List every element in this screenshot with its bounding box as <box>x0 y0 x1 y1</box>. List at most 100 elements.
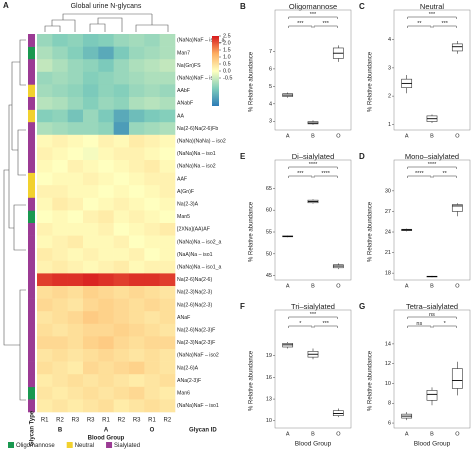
heatmap-cell <box>159 71 176 85</box>
heatmap-cell <box>144 311 160 325</box>
y-tick-label: 24 <box>385 229 391 235</box>
heatmap-cell <box>144 84 160 98</box>
heatmap-cell <box>52 122 68 136</box>
heatmap-cell <box>83 97 99 110</box>
significance-label: *** <box>322 321 329 327</box>
row-label: Na(2-3)Na(2-3) <box>177 290 212 296</box>
heatmap-cell <box>98 323 114 337</box>
box <box>451 368 463 389</box>
y-axis-label: % Relative abundance <box>368 350 374 411</box>
heatmap-cell <box>67 46 84 60</box>
row-label: Na(2-6)Na(2-3)F <box>177 327 215 333</box>
heatmap-cell <box>83 197 99 211</box>
significance-bracket <box>432 25 457 28</box>
heatmap-cell <box>83 235 99 249</box>
heatmap-cell <box>159 336 176 350</box>
heatmap-cell <box>67 172 84 186</box>
heatmap-cell <box>144 197 160 211</box>
glycan-type-cell <box>28 399 35 413</box>
heatmap-cell <box>52 59 68 73</box>
y-tick-label: 10 <box>385 381 391 387</box>
heatmap-cell <box>83 361 99 375</box>
heatmap-cell <box>83 399 99 413</box>
y-tick-label: 13 <box>266 397 272 403</box>
heatmap-cell <box>113 273 130 287</box>
heatmap-cell <box>98 248 114 262</box>
heatmap-cell <box>67 84 84 98</box>
heatmap-cell <box>52 197 68 211</box>
heatmap-cell <box>113 311 130 325</box>
panel-title: Tetra–sialylated <box>406 302 458 311</box>
significance-label: *** <box>441 21 448 27</box>
heatmap-cell <box>159 210 176 224</box>
heatmap-cell <box>113 122 130 136</box>
panel-label: B <box>240 2 246 11</box>
heatmap-cell <box>37 235 53 249</box>
panel-label: F <box>240 302 245 311</box>
heatmap-cell <box>52 172 68 186</box>
legend-label: Oligomannose <box>16 443 55 449</box>
heatmap-cell <box>159 248 176 262</box>
heatmap-cell <box>37 374 53 388</box>
significance-label: ns <box>429 312 435 318</box>
heatmap-cell <box>37 109 53 123</box>
y-tick-label: 27 <box>385 209 391 215</box>
heatmap-cell <box>67 59 84 73</box>
heatmap-cell <box>159 109 176 123</box>
heatmap-cell <box>52 349 68 362</box>
heatmap-cell <box>98 84 114 98</box>
heatmap-cell <box>37 84 53 98</box>
heatmap-cell <box>83 160 99 173</box>
heatmap-cell <box>159 374 176 388</box>
heatmap-cell <box>144 260 160 274</box>
x-tick-label: O <box>336 133 341 139</box>
y-tick-label: 6 <box>269 66 272 72</box>
heatmap-cell <box>159 399 176 413</box>
heatmap-cell <box>159 172 176 186</box>
x-tick-label: O <box>455 283 460 289</box>
heatmap-cell <box>144 172 160 186</box>
heatmap-cell <box>144 160 160 173</box>
column-label: R2 <box>117 418 125 424</box>
heatmap-cell <box>159 235 176 249</box>
heatmap-cell <box>98 336 114 350</box>
panel-title: Mono–sialylated <box>405 152 459 161</box>
glycan-type-cell <box>28 273 35 287</box>
heatmap-cell <box>113 286 130 299</box>
heatmap-cell <box>144 286 160 299</box>
heatmap-cell <box>113 323 130 337</box>
heatmap-cell <box>37 386 53 400</box>
glycan-type-cell <box>28 349 35 362</box>
heatmap-cell <box>144 235 160 249</box>
heatmap-cell <box>67 160 84 173</box>
heatmap-cell <box>52 46 68 60</box>
legend-swatch <box>66 442 73 448</box>
row-label: Na(2-6)A <box>177 365 199 371</box>
y-tick-label: 16 <box>266 375 272 381</box>
significance-bracket <box>407 316 457 319</box>
heatmap-cell <box>159 286 176 299</box>
heatmap-cell <box>159 260 176 274</box>
heatmap-cell <box>98 298 114 312</box>
heatmap-cell <box>113 59 130 73</box>
heatmap-cell <box>144 273 160 287</box>
heatmap-cell <box>129 298 145 312</box>
row-label: Man6 <box>177 390 190 396</box>
heatmap-cell <box>144 399 160 413</box>
heatmap-cell <box>67 197 84 211</box>
plot-frame <box>274 309 352 429</box>
heatmap-cell <box>83 147 99 161</box>
heatmap-cell <box>159 147 176 161</box>
heatmap-cell <box>98 235 114 249</box>
heatmap-cell <box>98 311 114 325</box>
heatmap-cell <box>129 223 145 236</box>
heatmap-cell <box>52 399 68 413</box>
y-tick-label: 65 <box>266 186 272 192</box>
heatmap-cell <box>144 147 160 161</box>
heatmap-cell <box>113 34 130 47</box>
y-tick-label: 5 <box>269 84 272 90</box>
heatmap-cell <box>144 374 160 388</box>
significance-bracket <box>313 25 338 28</box>
heatmap-cell <box>37 97 53 110</box>
heatmap-cell <box>113 71 130 85</box>
